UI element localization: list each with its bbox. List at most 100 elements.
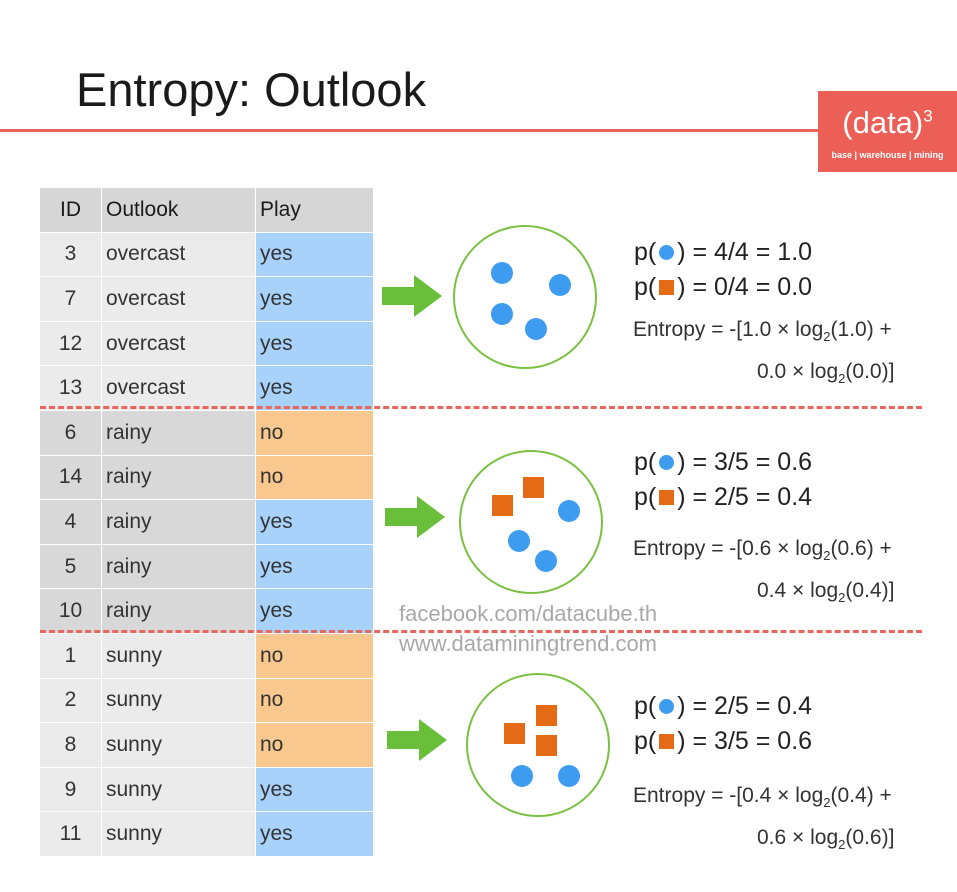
table-row: 9 sunny yes (40, 767, 373, 813)
entropy-text: (1.0) + (830, 318, 892, 341)
p-no-prefix: p( (634, 483, 657, 511)
entropy-text: Entropy = -[1.0 × log (633, 318, 824, 341)
cell-outlook: rainy (102, 544, 256, 590)
logo: (data)3 base | warehouse | mining (818, 91, 957, 172)
cell-outlook: sunny (102, 723, 256, 768)
cell-outlook: rainy (102, 589, 256, 634)
p-yes-prefix: p( (634, 448, 657, 476)
yes-dot (491, 303, 513, 325)
cell-play: no (256, 723, 373, 768)
entropy-line-2: 0.6 × log2(0.6)] (757, 826, 894, 852)
entropy-line-1: Entropy = -[0.6 × log2(0.6) + (633, 537, 892, 563)
table-row: 11 sunny yes (40, 812, 373, 857)
log-base: 2 (838, 371, 846, 387)
cell-id: 8 (40, 723, 102, 768)
watermark-website: www.dataminingtrend.com (399, 631, 658, 656)
table-row: 10 rainy yes (40, 589, 373, 634)
entropy-line-1: Entropy = -[0.4 × log2(0.4) + (633, 784, 892, 810)
cell-id: 9 (40, 767, 102, 813)
table-row: 2 sunny no (40, 678, 373, 724)
no-square (492, 495, 513, 516)
cell-play: yes (256, 812, 373, 857)
entropy-line-2: 0.0 × log2(0.0)] (757, 360, 894, 386)
p-no-formula: p() = 3/5 = 0.6 (634, 727, 812, 756)
entropy-text: Entropy = -[0.6 × log (633, 537, 824, 560)
logo-tagline: base | warehouse | mining (831, 150, 944, 160)
p-no-suffix: ) = 0/4 = 0.0 (677, 273, 813, 301)
log-base: 2 (838, 590, 846, 606)
logo-main-text: (data) (842, 105, 924, 140)
cell-play: yes (256, 544, 373, 590)
entropy-text: (0.4) + (830, 784, 892, 807)
entropy-text: (0.6)] (845, 826, 895, 849)
table-row: 3 overcast yes (40, 232, 373, 278)
entropy-line-1: Entropy = -[1.0 × log2(1.0) + (633, 318, 892, 344)
header-id: ID (40, 188, 102, 233)
table-body: 3 overcast yes 7 overcast yes 12 overcast yes 13 o… (40, 232, 373, 857)
title-underline (0, 129, 820, 132)
yes-dot (558, 500, 580, 522)
table-row: 4 rainy yes (40, 500, 373, 545)
yes-dot (558, 765, 580, 787)
p-yes-formula: p( ) = 3/5 = 0.6 (634, 448, 812, 477)
square-icon (659, 280, 675, 295)
p-yes-suffix: ) = 3/5 = 0.6 (677, 448, 813, 476)
no-square (536, 735, 557, 756)
header-play: Play (256, 188, 373, 233)
cell-id: 2 (40, 678, 102, 724)
cell-id: 6 (40, 410, 102, 456)
entropy-line-2: 0.4 × log2(0.4)] (757, 579, 894, 605)
arrow-icon (382, 275, 442, 317)
cell-play: yes (256, 767, 373, 813)
entropy-text: (0.6) + (830, 537, 892, 560)
p-yes-suffix: ) = 2/5 = 0.4 (677, 692, 813, 720)
no-square (523, 477, 544, 498)
cell-outlook: rainy (102, 455, 256, 501)
square-icon (659, 734, 675, 749)
cell-play: yes (256, 277, 373, 322)
p-no-formula: p( ) = 2/5 = 0.4 (634, 483, 812, 512)
log-base: 2 (823, 329, 831, 345)
log-base: 2 (838, 837, 846, 853)
cell-play: no (256, 633, 373, 679)
header-outlook: Outlook (102, 188, 256, 233)
cell-play: no (256, 455, 373, 501)
p-no-suffix: ) = 3/5 = 0.6 (677, 727, 813, 755)
logo-superscript: 3 (923, 106, 933, 126)
table-row: 6 rainy no (40, 410, 373, 456)
cell-play: yes (256, 232, 373, 278)
log-base: 2 (823, 795, 831, 811)
page-title: Entropy: Outlook (76, 63, 427, 116)
group-circle-rainy (459, 450, 603, 594)
data-table: ID Outlook Play 3 overcast yes 7 overcast yes… (40, 188, 373, 857)
cell-outlook: rainy (102, 500, 256, 545)
no-square (536, 705, 557, 726)
arrow-icon (385, 496, 445, 538)
cell-outlook: overcast (102, 232, 256, 278)
p-yes-formula: p() = 4/4 = 1.0 (634, 238, 812, 267)
cell-id: 1 (40, 633, 102, 679)
logo-text: (data)3 (818, 105, 957, 141)
group-divider (40, 406, 922, 409)
p-no-suffix: ) = 2/5 = 0.4 (677, 483, 813, 511)
cell-play: no (256, 678, 373, 724)
yes-dot (511, 765, 533, 787)
table-row: 14 rainy no (40, 455, 373, 501)
cell-play: yes (256, 321, 373, 367)
cell-id: 7 (40, 277, 102, 322)
dot-icon (659, 699, 675, 714)
table-row: 7 overcast yes (40, 277, 373, 322)
cell-outlook: rainy (102, 410, 256, 456)
table-row: 13 overcast yes (40, 366, 373, 411)
watermark-facebook: facebook.com/datacube.th (399, 601, 658, 626)
yes-dot (525, 318, 547, 340)
cell-id: 5 (40, 544, 102, 590)
log-base: 2 (823, 548, 831, 564)
cell-outlook: sunny (102, 633, 256, 679)
entropy-text: 0.6 × log (757, 826, 839, 849)
cell-id: 14 (40, 455, 102, 501)
table-row: 1 sunny no (40, 633, 373, 679)
entropy-text: Entropy = -[0.4 × log (633, 784, 824, 807)
group-circle-sunny (466, 673, 610, 817)
yes-dot (491, 262, 513, 284)
